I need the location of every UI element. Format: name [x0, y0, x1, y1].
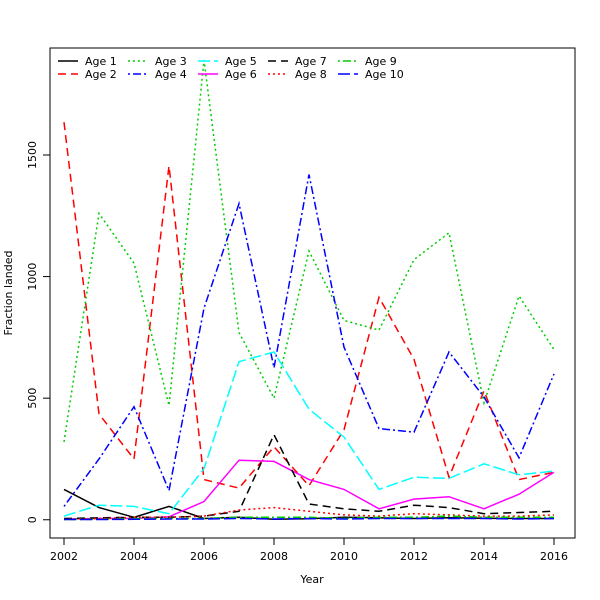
y-tick-label: 1000 — [26, 263, 39, 291]
legend-item-age-2: Age 2 — [58, 68, 117, 81]
legend-label: Age 8 — [295, 68, 327, 81]
y-tick-label: 500 — [26, 388, 39, 409]
y-tick-label: 0 — [26, 516, 39, 523]
legend-item-age-1: Age 1 — [58, 55, 117, 68]
x-tick-label: 2010 — [330, 550, 358, 563]
x-tick-label: 2012 — [400, 550, 428, 563]
x-axis-title: Year — [299, 573, 324, 586]
y-tick-label: 1500 — [26, 141, 39, 169]
legend-item-age-10: Age 10 — [338, 68, 404, 81]
y-axis: 0 500 1000 1500 — [26, 141, 50, 523]
series-line-age-10 — [64, 517, 555, 521]
x-tick-label: 2004 — [120, 550, 148, 563]
series-line-age-2 — [63, 122, 555, 489]
legend-item-age-7: Age 7 — [268, 55, 327, 68]
x-tick-label: 2006 — [190, 550, 218, 563]
x-axis: 2002 2004 2006 2008 2010 2012 2014 2016 — [50, 538, 568, 563]
legend-item-age-3: Age 3 — [128, 55, 187, 68]
series-line-age-1 — [63, 488, 554, 521]
series-line-age-4 — [63, 174, 555, 507]
series-lines — [63, 60, 555, 521]
legend-item-age-9: Age 9 — [338, 55, 397, 68]
series-line-age-3 — [63, 60, 555, 443]
series-line-age-6 — [63, 459, 555, 520]
x-tick-label: 2014 — [470, 550, 498, 563]
legend-label: Age 5 — [225, 55, 257, 68]
legend-item-age-8: Age 8 — [268, 68, 327, 81]
legend-label: Age 4 — [155, 68, 187, 81]
series-line-age-7 — [63, 432, 555, 520]
x-tick-label: 2008 — [260, 550, 288, 563]
series-line-age-5 — [63, 351, 555, 517]
legend-label: Age 7 — [295, 55, 327, 68]
plot-frame — [49, 47, 576, 539]
legend-label: Age 9 — [365, 55, 397, 68]
legend-label: Age 2 — [85, 68, 117, 81]
legend-item-age-5: Age 5 — [198, 55, 257, 68]
x-tick-label: 2016 — [540, 550, 568, 563]
legend-label: Age 3 — [155, 55, 187, 68]
series-line-age-8 — [63, 506, 555, 521]
legend-label: Age 6 — [225, 68, 257, 81]
legend-label: Age 10 — [365, 68, 404, 81]
legend-item-age-6: Age 6 — [198, 68, 257, 81]
y-axis-title: Fraction landed — [2, 251, 15, 336]
x-tick-label: 2002 — [50, 550, 78, 563]
legend-label: Age 1 — [85, 55, 117, 68]
legend-item-age-4: Age 4 — [128, 68, 187, 81]
